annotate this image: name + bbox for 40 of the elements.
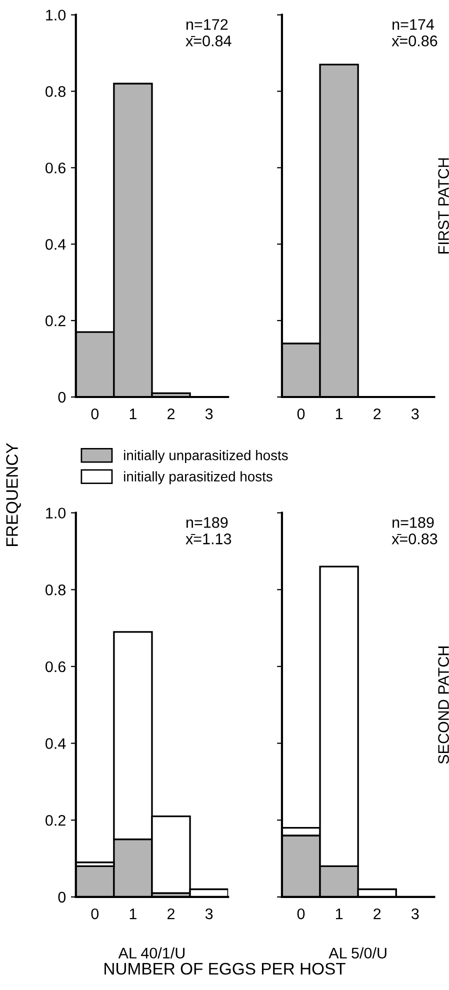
y-tick-label: 0.2 <box>46 814 66 826</box>
x-tick-label: 3 <box>411 908 419 920</box>
legend-label: initially unparasitized hosts <box>124 450 288 463</box>
y-tick-label: 0.4 <box>46 239 66 250</box>
x-tick-label: 2 <box>168 908 174 920</box>
x-tick-label: 1 <box>336 408 343 420</box>
y-tick-label: 1.0 <box>46 508 66 519</box>
x-axis-title: AL 5/0/U <box>328 947 386 959</box>
legend-label: initially parasitized hosts <box>124 471 272 484</box>
x-tick-label: 3 <box>205 408 213 420</box>
y-tick-label: 0.8 <box>46 584 66 596</box>
x-tick-label: 2 <box>168 408 174 420</box>
y-tick-label: 0.4 <box>46 738 66 749</box>
x-tick-label: 0 <box>297 908 305 920</box>
x-tick-label: 2 <box>374 408 381 420</box>
x-tick-label: 1 <box>130 908 136 920</box>
y-tick-label: 0 <box>58 892 66 903</box>
y-tick-label: 0.6 <box>46 661 66 672</box>
y2-axis-title: SECOND PATCH <box>438 646 449 764</box>
x-tick-label: 3 <box>411 408 419 420</box>
x-tick-label: 1 <box>130 408 136 420</box>
x-tick-label: 0 <box>91 408 99 420</box>
y2-axis-title: FIRST PATCH <box>438 158 449 254</box>
annotation: n=174 x̄=0.86 <box>392 19 438 46</box>
x-tick-label: 1 <box>336 908 343 920</box>
x-axis-title: AL 40/1/U <box>118 947 184 959</box>
y-tick-label: 0.6 <box>46 162 66 174</box>
y-tick-label: 0.2 <box>46 315 66 326</box>
y-tick-label: 0 <box>58 392 66 403</box>
x-tick-label: 3 <box>205 908 213 920</box>
y-tick-label: 0.8 <box>46 86 66 97</box>
annotation: n=172 x̄=0.84 <box>186 19 232 46</box>
text: NUMBER OF EGGS PER HOST <box>104 962 346 975</box>
y-tick-label: 1.0 <box>46 10 66 21</box>
x-tick-label: 0 <box>297 408 305 420</box>
x-tick-label: 0 <box>91 908 99 920</box>
y-axis-title: FREQUENCY <box>6 443 21 546</box>
annotation: n=189 x̄=0.83 <box>392 517 438 544</box>
x-tick-label: 2 <box>374 908 381 920</box>
annotation: n=189 x̄=1.13 <box>186 517 232 544</box>
